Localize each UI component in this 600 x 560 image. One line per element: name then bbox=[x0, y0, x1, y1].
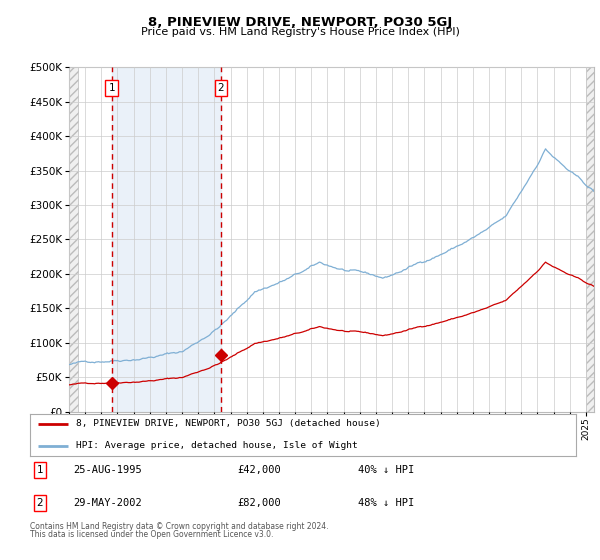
Text: 29-MAY-2002: 29-MAY-2002 bbox=[74, 498, 142, 508]
Text: £82,000: £82,000 bbox=[238, 498, 281, 508]
Text: 1: 1 bbox=[109, 83, 115, 93]
Bar bbox=[69, 67, 79, 412]
Bar bbox=[586, 67, 594, 412]
Bar bbox=[112, 67, 221, 412]
Text: 48% ↓ HPI: 48% ↓ HPI bbox=[358, 498, 414, 508]
Text: 2: 2 bbox=[218, 83, 224, 93]
Text: 25-AUG-1995: 25-AUG-1995 bbox=[74, 465, 142, 475]
Text: £42,000: £42,000 bbox=[238, 465, 281, 475]
Text: 40% ↓ HPI: 40% ↓ HPI bbox=[358, 465, 414, 475]
Text: This data is licensed under the Open Government Licence v3.0.: This data is licensed under the Open Gov… bbox=[30, 530, 274, 539]
Text: HPI: Average price, detached house, Isle of Wight: HPI: Average price, detached house, Isle… bbox=[76, 441, 358, 450]
Text: 2: 2 bbox=[37, 498, 43, 508]
Text: Price paid vs. HM Land Registry's House Price Index (HPI): Price paid vs. HM Land Registry's House … bbox=[140, 27, 460, 37]
Text: 8, PINEVIEW DRIVE, NEWPORT, PO30 5GJ (detached house): 8, PINEVIEW DRIVE, NEWPORT, PO30 5GJ (de… bbox=[76, 419, 381, 428]
Text: 1: 1 bbox=[37, 465, 43, 475]
Text: Contains HM Land Registry data © Crown copyright and database right 2024.: Contains HM Land Registry data © Crown c… bbox=[30, 522, 329, 531]
Text: 8, PINEVIEW DRIVE, NEWPORT, PO30 5GJ: 8, PINEVIEW DRIVE, NEWPORT, PO30 5GJ bbox=[148, 16, 452, 29]
